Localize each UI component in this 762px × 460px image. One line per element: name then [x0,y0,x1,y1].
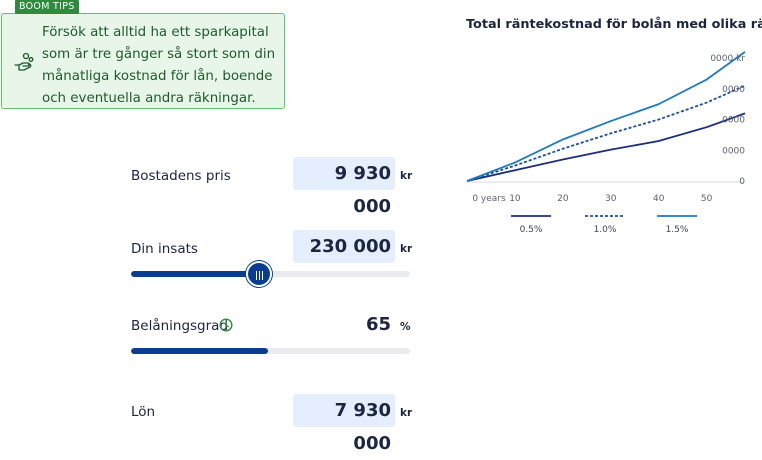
tip-text: Försök att alltid ha ett sparkapital som… [42,25,276,106]
ltv-value: 65 [365,314,391,335]
deposit-slider-fill [131,271,260,277]
deposit-input[interactable]: 230 000 [293,230,395,263]
legend-label-2: 1.5% [666,225,689,235]
series-line-0 [466,112,746,182]
series-line-2 [466,51,746,182]
ltv-bar-fill [131,348,268,354]
price-unit: kr [400,170,413,182]
legend-label-0: 0.5% [520,225,543,235]
salary-input[interactable]: 7 930 000 [293,394,395,454]
x-tick-label-3: 30 [605,194,617,204]
clock-info-icon[interactable] [219,318,233,332]
tip-box: Försök att alltid ha ett sparkapital som… [1,13,285,109]
salary-label: Lön [131,404,156,420]
x-tick-label-4: 40 [653,194,665,204]
salary-unit: kr [400,407,413,419]
ltv-bar-track [131,348,410,354]
chart-title: Total räntekostnad för bolån med olika r… [466,17,762,32]
deposit-unit: kr [400,243,413,255]
series-line-1 [466,84,746,182]
hand-coins-icon [14,52,34,71]
x-tick-label-1: 10 [509,194,521,204]
price-label: Bostadens pris [131,168,231,184]
ltv-unit: % [400,321,411,333]
legend-label-1: 1.0% [594,225,617,235]
y-tick-label-1: 0000 [722,146,745,156]
y-tick-label-3: 0000 [722,85,745,95]
x-tick-label-5: 50 [701,194,713,204]
tip-badge: BOOM TIPS [15,0,79,14]
deposit-label: Din insats [131,241,198,257]
y-tick-label-0: 0 [739,177,745,187]
y-tick-label-2: 0000 [722,116,745,126]
ltv-label: Belåningsgrad [131,318,229,334]
deposit-slider-thumb[interactable] [246,261,273,287]
x-tick-label-0: 0 years [472,194,506,204]
price-input[interactable]: 9 930 000 [293,157,395,217]
y-tick-label-4: 0000 kr [710,54,745,64]
x-tick-label-2: 20 [557,194,569,204]
